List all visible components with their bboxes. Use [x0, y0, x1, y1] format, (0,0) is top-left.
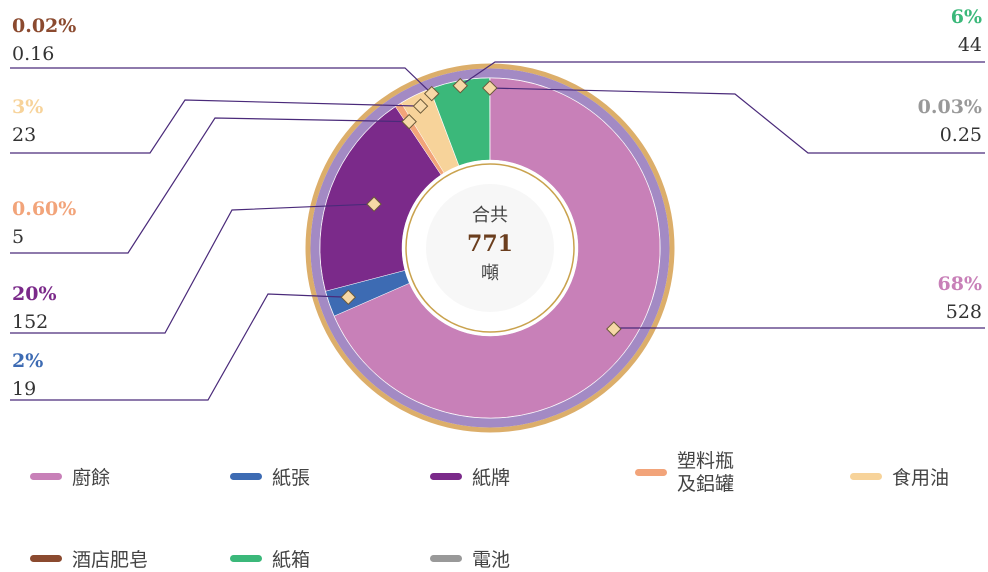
legend-label: 食用油 [892, 463, 949, 490]
legend-item: 食用油 [850, 463, 949, 490]
legend-item: 紙箱 [230, 545, 310, 572]
center-label: 合共 [472, 205, 508, 226]
legend-item: 紙牌 [430, 463, 510, 490]
legend-swatch [30, 555, 62, 562]
value-label: 19 [12, 378, 36, 400]
value-label: 152 [12, 311, 48, 333]
center-unit: 噸 [481, 263, 499, 284]
legend-item: 廚餘 [30, 463, 110, 490]
leader-line [614, 328, 985, 329]
value-label: 0.16 [12, 43, 54, 65]
value-label: 5 [12, 226, 24, 248]
chart: 合共 771 噸 68% 528 2% 19 20% 152 0.60% 5 3% 23 0.02%… [0, 0, 988, 440]
percent-label: 2% [12, 350, 43, 372]
value-label: 23 [12, 124, 36, 146]
leader-line [10, 68, 432, 94]
value-label: 0.25 [940, 124, 982, 146]
legend-swatch [850, 473, 882, 480]
legend-label: 塑料瓶及鋁罐 [677, 450, 738, 496]
legend-swatch [30, 473, 62, 480]
percent-label: 0.03% [918, 96, 982, 118]
legend-swatch [430, 473, 462, 480]
legend-swatch [635, 469, 667, 476]
legend-swatch [430, 555, 462, 562]
percent-label: 3% [12, 96, 43, 118]
legend-item: 電池 [430, 545, 510, 572]
value-label: 44 [958, 34, 982, 56]
percent-label: 20% [12, 283, 57, 305]
legend-swatch [230, 555, 262, 562]
percent-label: 6% [951, 6, 982, 28]
legend-label: 紙牌 [472, 463, 510, 490]
legend-item: 塑料瓶及鋁罐 [635, 450, 738, 496]
percent-label: 0.02% [12, 15, 76, 37]
center-total: 771 [467, 231, 513, 257]
leader-line [10, 294, 348, 400]
percent-label: 0.60% [12, 198, 76, 220]
legend-item: 紙張 [230, 463, 310, 490]
percent-label: 68% [938, 273, 983, 295]
legend-label: 電池 [472, 545, 510, 572]
value-label: 528 [946, 301, 982, 323]
legend-label: 廚餘 [72, 463, 110, 490]
legend-label: 紙箱 [272, 545, 310, 572]
legend-label: 紙張 [272, 463, 310, 490]
legend-item: 酒店肥皂 [30, 545, 148, 572]
legend-swatch [230, 473, 262, 480]
legend-label: 酒店肥皂 [72, 545, 148, 572]
